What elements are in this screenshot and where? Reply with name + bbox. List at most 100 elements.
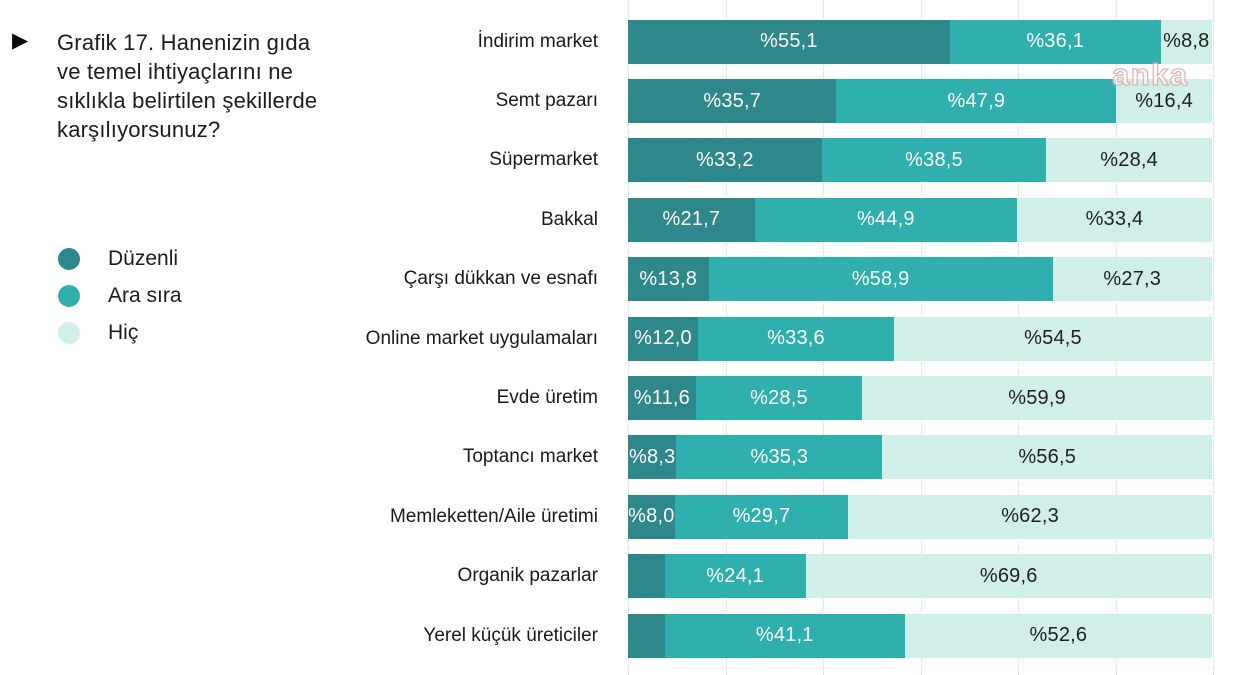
chart-row: Semt pazarı %35,7 %47,9 %16,4 [28, 71, 1212, 130]
chart-row: Yerel küçük üreticiler %41,1 %52,6 [28, 606, 1212, 665]
bar-segment-ara-sıra: %24,1 [664, 554, 806, 599]
category-label: İndirim market [477, 30, 598, 52]
value-label: %8,8 [1163, 30, 1210, 53]
bar-track: %12,0 %33,6 %54,5 [628, 316, 1212, 361]
bar-segment-hiç: %27,3 [1052, 257, 1212, 302]
chart-title: Grafik 17. Hanenizin gıda ve temel ihtiy… [57, 30, 318, 142]
value-label: %11,6 [633, 386, 690, 409]
value-label: %28,5 [750, 386, 808, 409]
bar-segment-düzenli [628, 613, 665, 658]
bar-track: %41,1 %52,6 [628, 613, 1212, 658]
bar-track: %55,1 %36,1 %8,8 [628, 19, 1212, 64]
category-label: Semt pazarı [495, 90, 598, 112]
bar-segment-düzenli: %11,6 [628, 376, 696, 421]
category-label: Süpermarket [489, 149, 598, 171]
bar-segment-düzenli: %21,7 [628, 197, 755, 242]
value-label: %41,1 [755, 624, 814, 647]
bar-segment-hiç: %16,4 [1116, 79, 1212, 124]
value-label: %35,3 [750, 445, 809, 468]
value-label: %38,5 [905, 148, 963, 171]
category-label: Bakkal [540, 208, 598, 230]
chart-rows: İndirim market %55,1 %36,1 %8,8 Semt pazarı%… [28, 12, 1212, 665]
legend-label: Düzenli [108, 246, 179, 270]
category-label: Memleketten/Aile üretimi [389, 505, 598, 527]
bar-segment-ara-sıra: %33,6 [698, 316, 895, 361]
value-label: %12,0 [634, 327, 692, 350]
legend-label: Hiç [108, 320, 139, 344]
legend-item-hic: Hiç [58, 314, 182, 351]
category-label: Çarşı dükkan ve esnafı [403, 268, 598, 290]
legend-item-duzenli: Düzenli [58, 240, 182, 277]
bar-segment-ara-sıra: %44,9 [754, 197, 1017, 242]
bar-segment-ara-sıra: %36,1 [949, 19, 1161, 64]
bar-segment-hiç: %62,3 [848, 494, 1212, 539]
value-label: %21,7 [662, 208, 721, 231]
value-label: %69,6 [979, 564, 1038, 587]
bar-segment-hiç: %54,5 [894, 316, 1212, 361]
value-label: %8,0 [628, 505, 675, 528]
bar-segment-ara-sıra: %58,9 [708, 257, 1053, 302]
bar-segment-düzenli: %55,1 [628, 19, 950, 64]
value-label: %58,9 [851, 267, 910, 290]
legend-dot [58, 247, 80, 270]
bar-segment-ara-sıra: %29,7 [674, 494, 849, 539]
chart-row: Bakkal %21,7 %44,9 %33,4 [28, 190, 1212, 249]
value-label: %13,8 [639, 267, 698, 290]
bar-segment-düzenli [628, 554, 665, 599]
value-label: %16,4 [1135, 89, 1193, 112]
chart-row: Süpermarket %33,2 %38,5 %28,4 [28, 131, 1212, 190]
bar-track: %8,3 %35,3 %56,5 [628, 435, 1212, 480]
value-label: %28,4 [1100, 148, 1159, 171]
bar-segment-hiç: %69,6 [805, 554, 1212, 599]
gridline [1213, 0, 1214, 675]
bar-segment-düzenli: %13,8 [628, 257, 709, 302]
value-label: %59,9 [1008, 386, 1066, 409]
bar-track: %24,1 %69,6 [628, 554, 1212, 599]
legend-label: Ara sıra [108, 283, 182, 307]
value-label: %44,9 [856, 208, 915, 231]
chart-row: Çarşı dükkan ve esnafı %13,8 %58,9 %27,3 [28, 250, 1212, 309]
bar-segment-hiç: %28,4 [1046, 138, 1212, 183]
bar-segment-hiç: %8,8 [1160, 19, 1212, 64]
bar-track: %21,7 %44,9 %33,4 [628, 197, 1212, 242]
bar-segment-hiç: %56,5 [882, 435, 1212, 480]
chart-row: İndirim market %55,1 %36,1 %8,8 [28, 12, 1212, 71]
value-label: %54,5 [1024, 327, 1082, 350]
bar-segment-hiç: %59,9 [862, 376, 1212, 421]
category-label: Organik pazarlar [457, 565, 598, 587]
value-label: %47,9 [947, 89, 1006, 112]
bar-segment-ara-sıra: %47,9 [836, 79, 1117, 124]
value-label: %36,1 [1026, 30, 1085, 53]
chart-row: Evde üretim %11,6 %28,5 %59,9 [28, 368, 1212, 427]
bar-segment-hiç: %33,4 [1016, 197, 1212, 242]
bar-track: %13,8 %58,9 %27,3 [628, 257, 1212, 302]
value-label: %24,1 [706, 564, 764, 587]
bar-track: %35,7 %47,9 %16,4 [628, 79, 1212, 124]
play-triangle-icon: ▶ [12, 29, 29, 52]
category-label: Evde üretim [496, 387, 598, 409]
value-label: %33,6 [767, 327, 825, 350]
bar-segment-hiç: %52,6 [904, 613, 1212, 658]
value-label: %56,5 [1018, 445, 1077, 468]
value-label: %35,7 [703, 89, 762, 112]
chart-row: Organik pazarlar %24,1 %69,6 [28, 547, 1212, 606]
legend-dot [58, 284, 80, 307]
value-label: %62,3 [1001, 505, 1059, 528]
category-label: Yerel küçük üreticiler [423, 624, 598, 646]
legend: Düzenli Ara sıra Hiç [58, 240, 182, 351]
bar-segment-ara-sıra: %28,5 [695, 376, 863, 421]
bar-segment-düzenli: %8,0 [628, 494, 675, 539]
value-label: %33,2 [695, 148, 754, 171]
value-label: %52,6 [1029, 624, 1088, 647]
bar-segment-düzenli: %8,3 [628, 435, 677, 480]
bar-segment-düzenli: %35,7 [628, 79, 837, 124]
value-label: %27,3 [1103, 267, 1162, 290]
value-label: %8,3 [629, 445, 676, 468]
bar-segment-düzenli: %12,0 [628, 316, 699, 361]
bar-segment-düzenli: %33,2 [628, 138, 822, 183]
legend-dot [58, 321, 80, 344]
chart-row: Memleketten/Aile üretimi %8,0 %29,7 %62,3 [28, 487, 1212, 546]
bar-track: %8,0 %29,7 %62,3 [628, 494, 1212, 539]
bar-segment-ara-sıra: %35,3 [676, 435, 883, 480]
